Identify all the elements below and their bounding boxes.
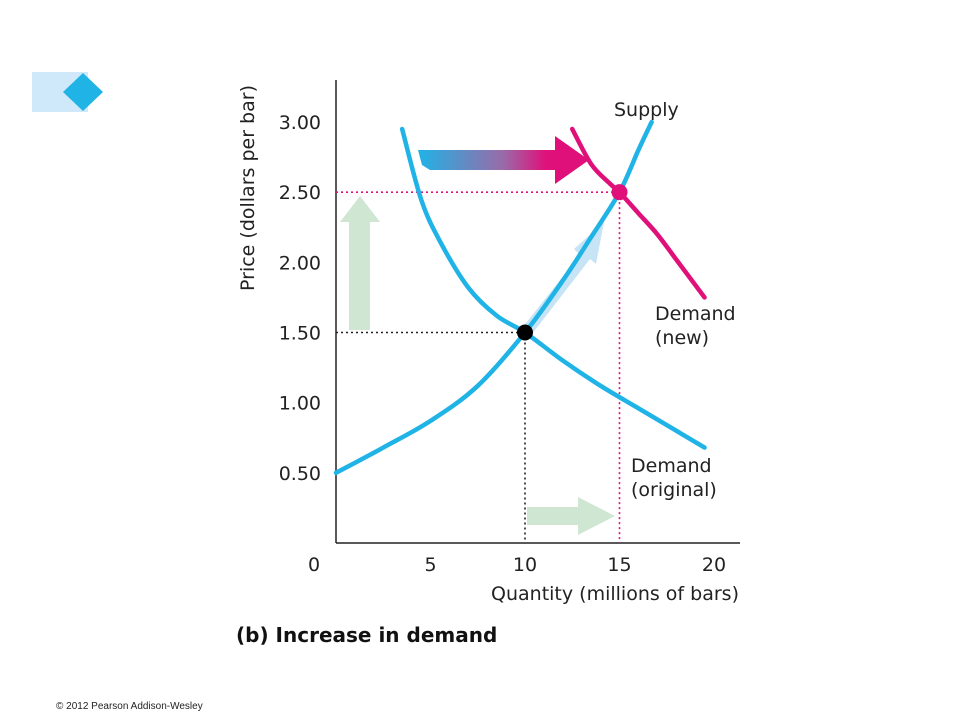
y-tick-label: 2.00	[279, 252, 321, 274]
y-tick-label: 3.00	[279, 112, 321, 134]
logo-mark	[32, 72, 103, 112]
chart-caption: (b) Increase in demand	[236, 623, 497, 647]
supply-label: Supply	[614, 99, 679, 121]
equilibrium-point	[611, 184, 628, 201]
equilibrium-point	[517, 324, 533, 341]
x-tick-label: 15	[607, 554, 631, 576]
quantity-rise-arrow	[527, 497, 615, 535]
supply-curve	[333, 119, 654, 476]
x-tick-label: 20	[702, 554, 726, 576]
demand-shift-arrow	[418, 136, 589, 184]
demand-new-curve	[570, 126, 707, 300]
price-rise-arrow	[340, 196, 380, 330]
y-axis-title: Price (dollars per bar)	[237, 85, 259, 291]
y-tick-label: 1.00	[279, 393, 321, 415]
y-tick-label: 0.50	[279, 463, 321, 485]
copyright-notice: © 2012 Pearson Addison-Wesley	[56, 701, 203, 712]
demand-original-curve	[399, 126, 707, 450]
y-tick-label: 1.50	[279, 323, 321, 345]
x-tick-label: 10	[513, 554, 537, 576]
demand-original-label: Demand (original)	[631, 455, 717, 501]
x-tick-label: 5	[424, 554, 436, 576]
y-tick-label: 2.50	[279, 182, 321, 204]
demand-new-label: Demand (new)	[655, 303, 736, 349]
origin-label: 0	[308, 554, 320, 576]
x-axis-title: Quantity (millions of bars)	[491, 583, 739, 605]
